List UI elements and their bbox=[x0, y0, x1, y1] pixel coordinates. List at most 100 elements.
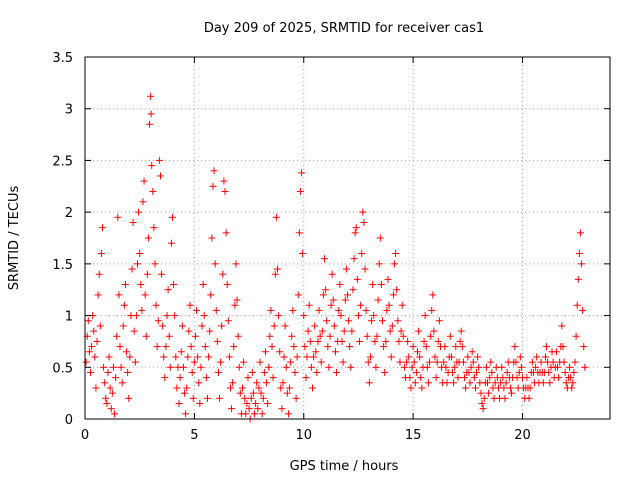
data-point-marker bbox=[287, 358, 295, 366]
data-point-marker bbox=[408, 363, 416, 371]
data-point-marker bbox=[567, 374, 575, 382]
data-point-marker bbox=[464, 353, 472, 361]
data-point-marker bbox=[102, 394, 110, 402]
data-point-marker bbox=[152, 301, 160, 309]
data-point-marker bbox=[528, 358, 536, 366]
data-point-marker bbox=[156, 172, 164, 180]
data-point-marker bbox=[115, 291, 123, 299]
data-point-marker bbox=[417, 374, 425, 382]
data-point-marker bbox=[363, 332, 371, 340]
data-point-marker bbox=[242, 410, 250, 418]
data-point-marker bbox=[403, 358, 411, 366]
data-point-marker bbox=[537, 358, 545, 366]
data-point-marker bbox=[248, 368, 256, 376]
data-point-marker bbox=[139, 198, 147, 206]
data-point-marker bbox=[169, 213, 176, 221]
data-point-marker bbox=[124, 368, 132, 376]
data-point-marker bbox=[502, 379, 510, 387]
data-point-marker bbox=[321, 255, 329, 263]
data-point-marker bbox=[326, 332, 334, 340]
data-point-marker bbox=[159, 322, 167, 330]
data-point-marker bbox=[144, 234, 152, 242]
data-point-marker bbox=[189, 394, 197, 402]
data-point-marker bbox=[404, 337, 412, 345]
y-tick-label: 2 bbox=[65, 206, 73, 221]
data-point-marker bbox=[185, 327, 193, 335]
y-tick-label: 3.5 bbox=[52, 51, 73, 66]
data-point-marker bbox=[541, 353, 549, 361]
data-point-marker bbox=[386, 327, 394, 335]
data-point-marker bbox=[183, 384, 191, 392]
data-point-marker bbox=[467, 363, 475, 371]
data-point-marker bbox=[184, 353, 192, 361]
data-point-marker bbox=[310, 353, 318, 361]
data-point-marker bbox=[206, 327, 214, 335]
data-point-marker bbox=[257, 389, 265, 397]
data-point-marker bbox=[146, 120, 154, 128]
data-point-marker bbox=[456, 337, 464, 345]
data-point-marker bbox=[368, 317, 376, 325]
data-point-marker bbox=[347, 363, 355, 371]
data-point-marker bbox=[309, 384, 316, 392]
data-point-marker bbox=[92, 384, 100, 392]
data-point-marker bbox=[194, 353, 202, 361]
data-point-marker bbox=[420, 337, 428, 345]
data-point-marker bbox=[508, 389, 516, 397]
x-tick-label: 0 bbox=[81, 428, 89, 443]
data-point-marker bbox=[371, 337, 379, 345]
data-point-marker bbox=[292, 394, 300, 402]
data-point-marker bbox=[278, 405, 286, 413]
data-point-marker bbox=[82, 358, 90, 366]
data-point-marker bbox=[195, 379, 203, 387]
data-point-marker bbox=[307, 363, 315, 371]
data-point-marker bbox=[243, 399, 251, 407]
data-point-marker bbox=[395, 337, 403, 345]
y-tick-label: 1 bbox=[65, 310, 73, 325]
data-point-marker bbox=[176, 374, 184, 382]
data-point-marker bbox=[570, 368, 578, 376]
data-point-marker bbox=[260, 368, 268, 376]
y-tick-label: 1.5 bbox=[52, 258, 73, 273]
data-point-marker bbox=[114, 213, 122, 221]
data-point-marker bbox=[376, 234, 384, 242]
data-point-marker bbox=[487, 358, 495, 366]
data-point-marker bbox=[255, 384, 263, 392]
data-point-marker bbox=[372, 363, 380, 371]
data-point-marker bbox=[208, 234, 216, 242]
y-tick-label: 2.5 bbox=[52, 154, 73, 169]
data-point-marker bbox=[116, 343, 124, 351]
data-point-marker bbox=[240, 358, 248, 366]
data-point-marker bbox=[100, 363, 108, 371]
data-point-marker bbox=[211, 260, 219, 268]
data-point-marker bbox=[431, 353, 439, 361]
data-point-marker bbox=[140, 177, 148, 185]
data-point-marker bbox=[141, 291, 149, 299]
data-point-marker bbox=[421, 312, 429, 320]
data-point-marker bbox=[351, 229, 359, 237]
x-tick-label: 10 bbox=[295, 428, 312, 443]
data-point-marker bbox=[543, 343, 551, 351]
data-point-marker bbox=[576, 229, 584, 237]
data-point-marker bbox=[186, 301, 194, 309]
data-point-marker bbox=[251, 410, 259, 418]
data-points bbox=[82, 92, 589, 423]
data-point-marker bbox=[193, 306, 201, 314]
data-point-marker bbox=[470, 374, 478, 382]
data-point-marker bbox=[318, 327, 326, 335]
data-point-marker bbox=[357, 301, 365, 309]
data-point-marker bbox=[344, 291, 351, 299]
data-point-marker bbox=[107, 405, 115, 413]
data-point-marker bbox=[359, 208, 367, 216]
data-point-marker bbox=[105, 353, 113, 361]
data-point-marker bbox=[205, 353, 213, 361]
data-point-marker bbox=[131, 358, 139, 366]
data-point-marker bbox=[136, 250, 144, 258]
data-point-marker bbox=[454, 374, 462, 382]
data-point-marker bbox=[202, 374, 210, 382]
y-tick-label: 3 bbox=[65, 103, 73, 118]
data-point-marker bbox=[409, 343, 417, 351]
data-point-marker bbox=[252, 399, 260, 407]
data-point-marker bbox=[95, 270, 103, 278]
data-point-marker bbox=[223, 281, 231, 289]
data-point-marker bbox=[288, 332, 296, 340]
